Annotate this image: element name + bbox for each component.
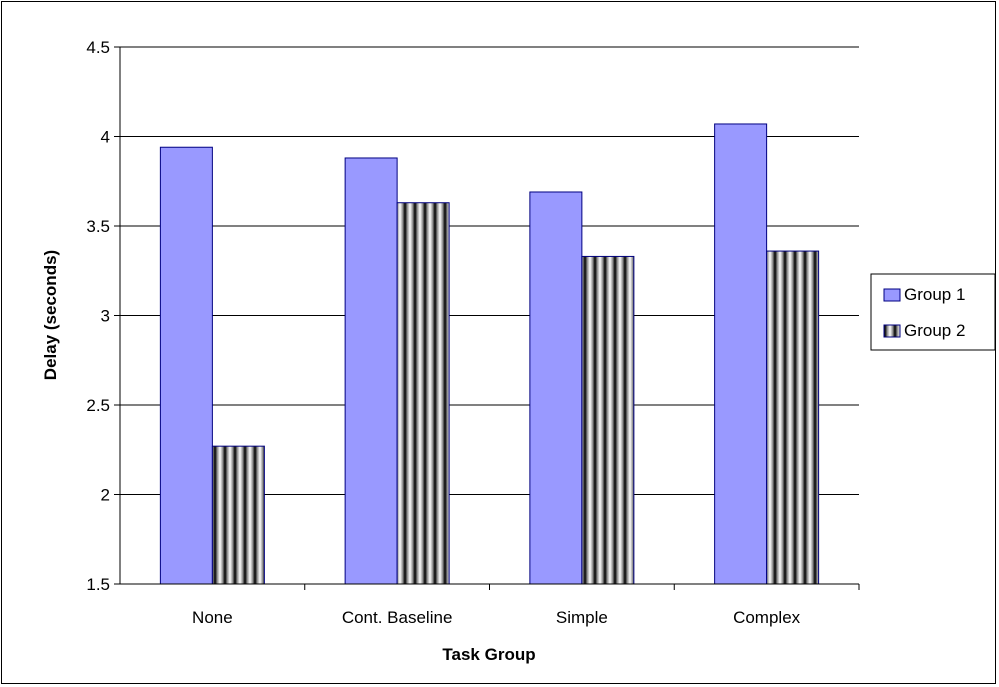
y-ticks: 1.5 2 2.5 3 3.5 4 4.5 <box>86 38 120 594</box>
legend-label-group-1: Group 1 <box>904 285 965 304</box>
bar-group-2-none <box>211 445 265 585</box>
y-tick-label: 3 <box>101 307 110 326</box>
bars <box>159 123 820 585</box>
legend-label-group-2: Group 2 <box>904 321 965 340</box>
bar-group-2-complex <box>766 250 820 585</box>
y-tick-label: 3.5 <box>86 217 110 236</box>
y-tick-label: 4.5 <box>86 38 110 57</box>
legend-swatch-group-1 <box>883 288 901 302</box>
bar-group-2-cont-baseline <box>396 202 450 585</box>
x-category-label: None <box>192 608 233 627</box>
y-tick-label: 2 <box>101 486 110 505</box>
bar-group-1-cont-baseline <box>344 157 398 585</box>
bar-group-1-none <box>159 146 213 585</box>
bar-group-2-simple <box>581 255 635 585</box>
x-category-label: Cont. Baseline <box>342 608 453 627</box>
x-category-label: Complex <box>733 608 801 627</box>
x-category-label: Simple <box>556 608 608 627</box>
legend: Group 1 Group 2 <box>870 273 996 351</box>
y-tick-label: 1.5 <box>86 575 110 594</box>
x-categories: None Cont. Baseline Simple Complex <box>192 584 860 627</box>
bar-group-1-simple <box>529 191 583 585</box>
y-tick-label: 2.5 <box>86 396 110 415</box>
y-axis-title: Delay (seconds) <box>41 250 60 380</box>
y-tick-label: 4 <box>101 128 110 147</box>
bar-group-1-complex <box>714 123 768 585</box>
legend-swatch-group-2 <box>883 324 901 338</box>
x-axis-title: Task Group <box>442 645 535 664</box>
